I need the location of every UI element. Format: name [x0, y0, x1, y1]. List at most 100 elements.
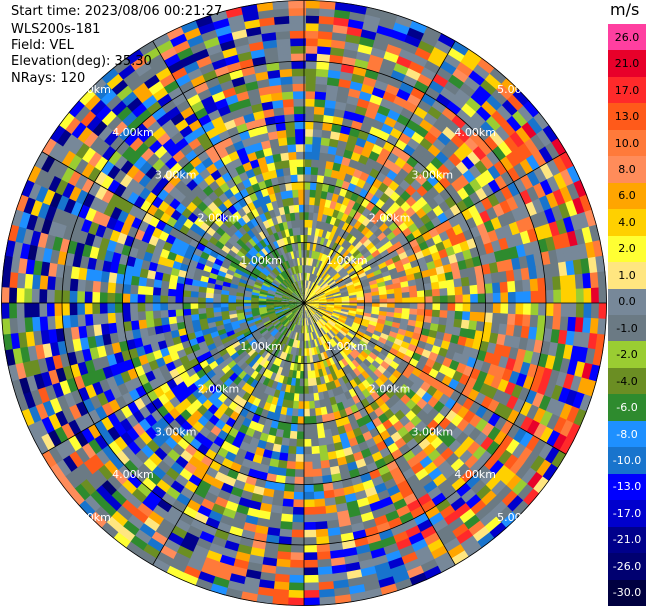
velocity-gate [260, 329, 269, 337]
velocity-gate [346, 353, 355, 363]
velocity-gate [311, 304, 320, 308]
velocity-gate [190, 290, 199, 298]
velocity-gate [336, 210, 345, 221]
velocity-gate [47, 219, 61, 237]
velocity-gate [390, 102, 406, 116]
velocity-gate [288, 275, 294, 284]
velocity-gate [356, 293, 365, 298]
velocity-gate [459, 488, 477, 505]
velocity-gate [28, 180, 43, 201]
velocity-gate [344, 569, 363, 581]
velocity-gate [397, 346, 408, 356]
velocity-gate [160, 286, 169, 296]
velocity-gate [217, 31, 236, 45]
velocity-gate [265, 434, 276, 444]
velocity-gate [466, 520, 486, 537]
velocity-gate [322, 237, 329, 247]
velocity-gate [527, 326, 538, 342]
velocity-gate [140, 495, 158, 512]
velocity-gate [72, 373, 86, 390]
velocity-gate [30, 197, 44, 217]
velocity-gate [312, 242, 318, 252]
velocity-gate [415, 314, 425, 323]
velocity-gate [320, 270, 327, 279]
velocity-gate [87, 165, 102, 182]
velocity-gate [289, 298, 297, 302]
velocity-gate [105, 473, 123, 491]
velocity-gate [193, 216, 205, 228]
velocity-gate [458, 508, 476, 525]
velocity-gate [294, 324, 299, 333]
velocity-gate [202, 245, 213, 255]
velocity-gate [120, 348, 132, 362]
velocity-gate [304, 30, 321, 39]
velocity-gate [166, 25, 186, 41]
velocity-gate [516, 483, 534, 503]
velocity-gate [529, 455, 546, 474]
velocity-gate [310, 265, 315, 274]
velocity-gate [317, 260, 323, 269]
velocity-gate [319, 319, 326, 326]
velocity-gate [310, 306, 319, 311]
velocity-gate [162, 511, 180, 527]
velocity-gate [347, 437, 359, 448]
colorbar-swatch [608, 182, 646, 210]
velocity-gate [264, 265, 273, 273]
velocity-gate [381, 503, 397, 516]
velocity-gate [313, 331, 318, 340]
velocity-gate [304, 189, 311, 198]
colorbar-tick-label: 4.0 [618, 215, 636, 229]
velocity-gate [235, 295, 244, 300]
velocity-gate [296, 303, 304, 306]
velocity-gate [197, 210, 210, 223]
velocity-gate [95, 390, 109, 407]
velocity-gate [522, 216, 536, 233]
velocity-gate [476, 312, 486, 324]
velocity-gate [303, 401, 310, 410]
velocity-gate [400, 518, 418, 533]
velocity-gate [559, 419, 574, 439]
velocity-gate [241, 222, 252, 233]
velocity-gate [304, 303, 307, 311]
velocity-gate [506, 424, 521, 441]
velocity-gate [361, 217, 372, 228]
velocity-gate [575, 288, 585, 305]
velocity-gate [354, 284, 363, 290]
velocity-gate [547, 369, 561, 387]
velocity-gate [314, 91, 328, 101]
velocity-gate [205, 291, 214, 299]
velocity-gate [511, 207, 524, 224]
velocity-gate [349, 475, 363, 487]
velocity-gate [334, 502, 349, 513]
velocity-gate [376, 25, 395, 38]
velocity-gate [35, 184, 50, 203]
velocity-gate [330, 130, 342, 141]
velocity-gate [545, 303, 554, 318]
velocity-gate [346, 317, 355, 323]
velocity-gate [325, 160, 335, 171]
velocity-gate [222, 256, 233, 266]
velocity-gate [313, 285, 320, 292]
velocity-gate [390, 571, 410, 585]
velocity-gate [266, 325, 275, 332]
velocity-gate [92, 119, 109, 137]
velocity-gate [210, 9, 230, 23]
colorbar-swatch [608, 24, 646, 51]
velocity-gate [255, 70, 271, 82]
instrument-text: WLS200s-181 [11, 22, 101, 37]
velocity-gate [229, 351, 240, 361]
velocity-gate [517, 105, 535, 124]
velocity-gate [384, 258, 395, 267]
velocity-gate [288, 7, 307, 17]
velocity-gate [233, 366, 244, 377]
velocity-gate [341, 366, 350, 376]
velocity-gate [236, 378, 247, 389]
velocity-gate [288, 299, 297, 302]
velocity-gate [309, 292, 317, 299]
velocity-gate [266, 292, 275, 297]
velocity-gate [365, 493, 381, 506]
velocity-gate [314, 98, 327, 108]
velocity-gate [343, 205, 353, 216]
velocity-gate [182, 86, 200, 100]
velocity-gate [290, 174, 299, 183]
